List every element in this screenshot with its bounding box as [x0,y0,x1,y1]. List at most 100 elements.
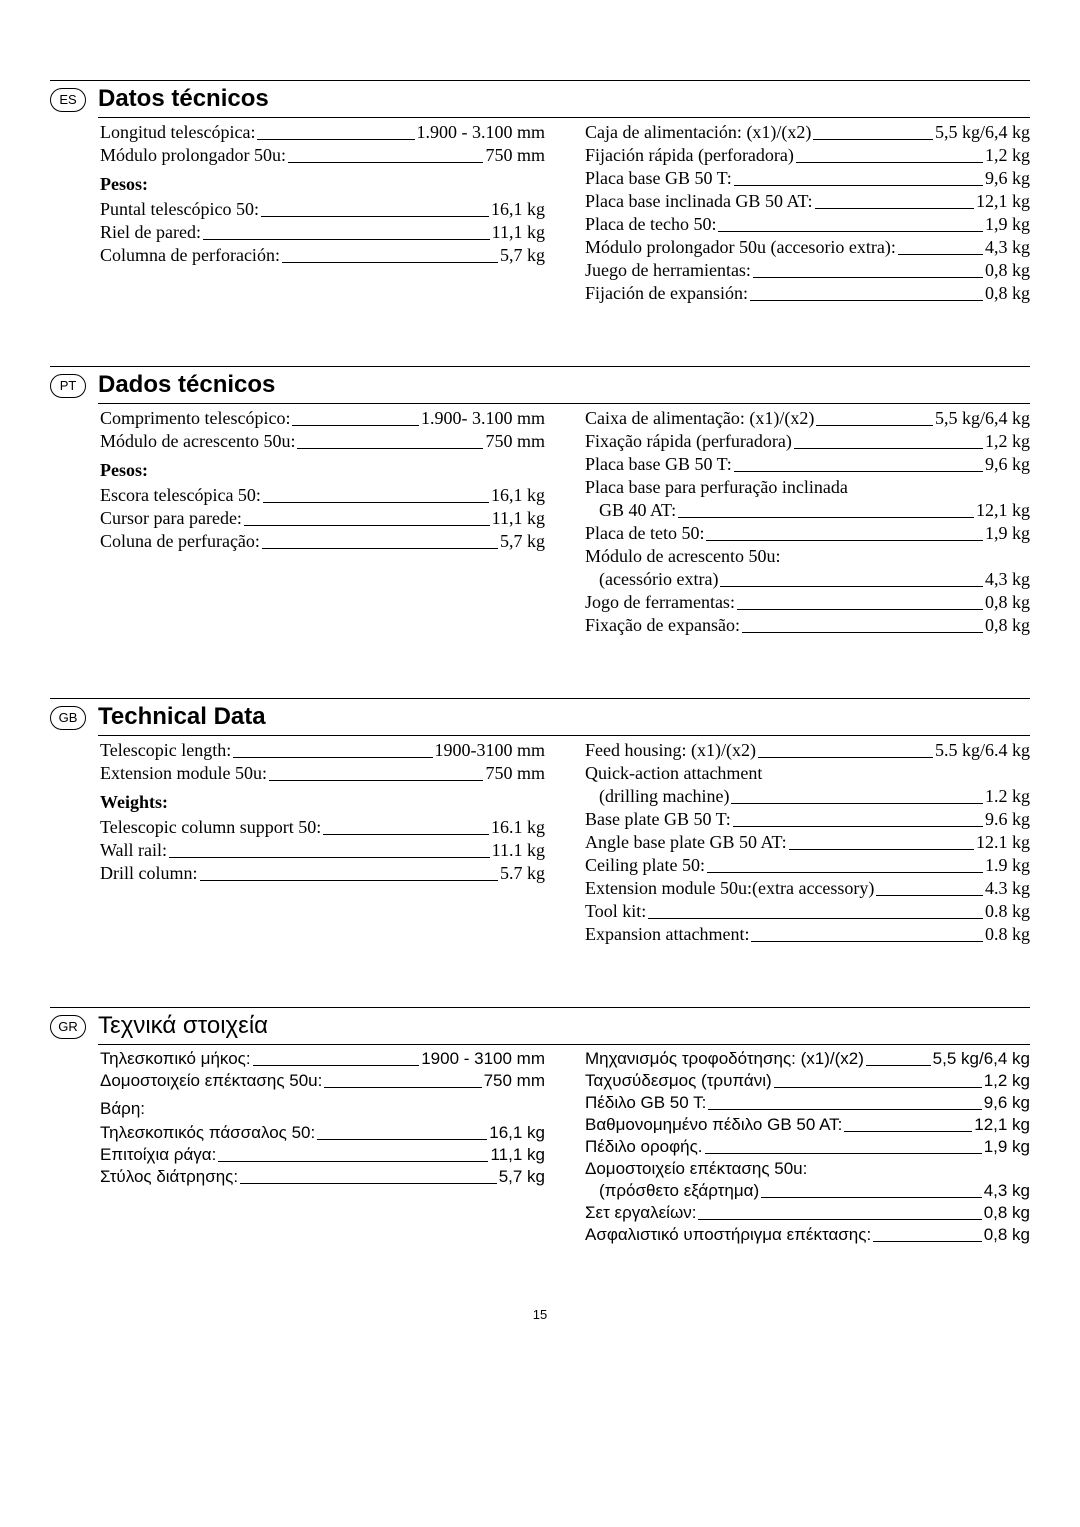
spec-value: 0,8 kg [985,260,1030,281]
fill-line [261,216,489,217]
spec-label: Μηχανισμός τροφοδότησης: (x1)/(x2) [585,1049,864,1069]
fill-line [263,502,489,503]
spec-label: Caixa de alimentação: (x1)/(x2) [585,408,814,429]
spec-value: 1,2 kg [984,1071,1030,1091]
spec-value: 9,6 kg [984,1093,1030,1113]
fill-line [866,1065,931,1066]
spec-value: 5,7 kg [499,1167,545,1187]
spec-label: Drill column: [100,863,198,884]
spec-row: Wall rail:11.1 kg [100,840,545,861]
spec-row: Caja de alimentación: (x1)/(x2)5,5 kg/6,… [585,122,1030,143]
spec-row: Base plate GB 50 T:9.6 kg [585,809,1030,830]
spec-label: Cursor para parede: [100,508,242,529]
weights-header: Weights: [100,792,545,813]
spec-row: Módulo prolongador 50u:750 mm [100,145,545,166]
spec-row: Σετ εργαλείων:0,8 kg [585,1203,1030,1223]
spec-value: 1,9 kg [985,523,1030,544]
spec-label: Fixação rápida (perfuradora) [585,431,792,452]
spec-row: Quick-action attachment [585,763,1030,784]
spec-row: Placa de teto 50: 1,9 kg [585,523,1030,544]
spec-value: 0.8 kg [985,901,1030,922]
spec-row: Expansion attachment:0.8 kg [585,924,1030,945]
section-title: Datos técnicos [98,85,1030,118]
spec-label: Longitud telescópica: [100,122,255,143]
fill-line [761,1197,982,1198]
fill-line [707,872,983,873]
spec-label: Placa base inclinada GB 50 AT: [585,191,813,212]
spec-row: Placa de techo 50:1,9 kg [585,214,1030,235]
spec-value: 4,3 kg [985,569,1030,590]
spec-label: Επιτοίχια ράγα: [100,1145,216,1165]
spec-row: Βαθμονομημένο πέδιλο GB 50 AT:12,1 kg [585,1115,1030,1135]
left-column: Longitud telescópica: 1.900 - 3.100 mmMód… [100,122,545,306]
fill-line [742,632,983,633]
spec-label: Wall rail: [100,840,167,861]
spec-label: Caja de alimentación: (x1)/(x2) [585,122,811,143]
spec-value: 750 mm [485,145,545,166]
weights-header: Pesos: [100,174,545,195]
spec-row: Juego de herramientas:0,8 kg [585,260,1030,281]
spec-value: 5,7 kg [500,245,545,266]
spec-value: 4.3 kg [985,878,1030,899]
spec-value: 1.2 kg [985,786,1030,807]
page-number: 15 [50,1307,1030,1322]
spec-label: Placa de teto 50: [585,523,704,544]
left-column: Τηλεσκοπικό μήκος:1900 - 3100 mmΔομοστοι… [100,1049,545,1247]
spec-label: Columna de perforación: [100,245,280,266]
spec-label: Expansion attachment: [585,924,749,945]
fill-line [324,1087,481,1088]
spec-value: 750 mm [485,763,545,784]
fill-line [751,941,983,942]
header-row: PTDados técnicos [50,366,1030,404]
spec-label: (drilling machine) [585,786,729,807]
header-row: ESDatos técnicos [50,80,1030,118]
spec-value: 5.5 kg/6.4 kg [935,740,1030,761]
spec-value: 16,1 kg [491,485,545,506]
fill-line [876,895,983,896]
spec-row: Extension module 50u:(extra accessory)4.… [585,878,1030,899]
spec-value: 1900 - 3100 mm [421,1049,545,1069]
lang-badge: GR [50,1015,86,1039]
spec-row: Ταχυσύδεσμος (τρυπάνι)1,2 kg [585,1071,1030,1091]
fill-line [708,1109,981,1110]
spec-label: (acessório extra) [585,569,718,590]
spec-value: 1900-3100 mm [435,740,546,761]
spec-value: 12,1 kg [974,1115,1030,1135]
fill-line [678,517,974,518]
lang-badge: PT [50,374,86,398]
spec-label: Σετ εργαλείων: [585,1203,696,1223]
spec-value: 16.1 kg [491,817,545,838]
spec-value: 1.900- 3.100 mm [421,408,545,429]
fill-line [733,826,983,827]
fill-line [297,448,483,449]
spec-label: Feed housing: (x1)/(x2) [585,740,756,761]
fill-line [282,262,498,263]
fill-line [262,548,498,549]
left-column: Comprimento telescópico:1.900- 3.100 mmM… [100,408,545,638]
spec-value: 16,1 kg [489,1123,545,1143]
spec-row: Módulo de acrescento 50u: [585,546,1030,567]
spec-value: 0,8 kg [985,283,1030,304]
spec-label: Δομοστοιχείο επέκτασης 50u: [585,1159,807,1179]
spec-label: Jogo de ferramentas: [585,592,735,613]
spec-row: Placa base inclinada GB 50 AT: 12,1 kg [585,191,1030,212]
spec-label: Extension module 50u: [100,763,267,784]
section-title: Technical Data [98,703,1030,736]
spec-label: Telescopic column support 50: [100,817,321,838]
spec-value: 750 mm [484,1071,545,1091]
fill-line [648,918,983,919]
right-column: Μηχανισμός τροφοδότησης: (x1)/(x2)5,5 kg… [585,1049,1030,1247]
fill-line [218,1161,488,1162]
fill-line [758,757,933,758]
fill-line [789,849,974,850]
lang-section-gr: GRΤεχνικά στοιχείαΤηλεσκοπικό μήκος:1900… [50,1007,1030,1247]
spec-value: 12,1 kg [976,191,1030,212]
weights-header: Pesos: [100,460,545,481]
fill-line [750,300,983,301]
spec-value: 1,9 kg [984,1137,1030,1157]
fill-line [169,857,490,858]
spec-value: 11,1 kg [490,1145,545,1165]
spec-value: 1.900 - 3.100 mm [417,122,546,143]
fill-line [257,139,414,140]
fill-line [898,254,983,255]
